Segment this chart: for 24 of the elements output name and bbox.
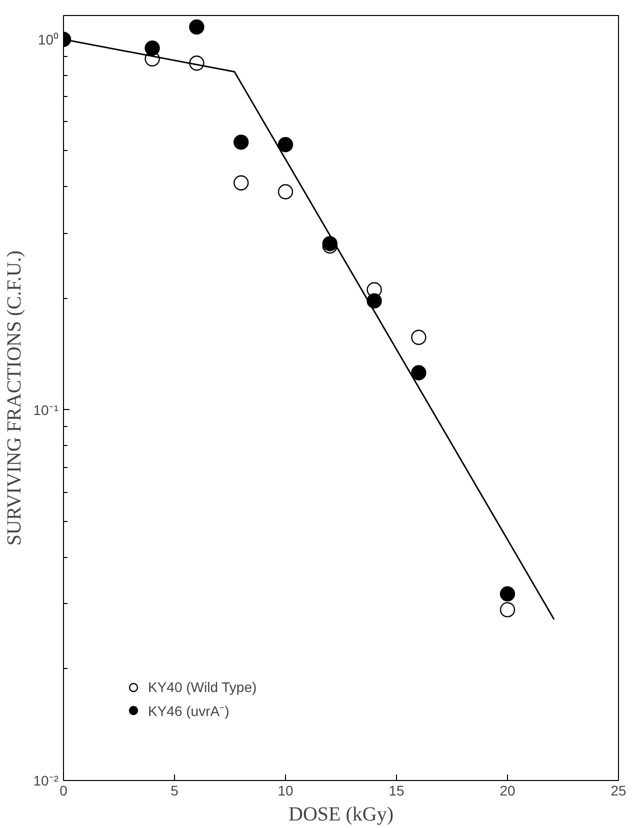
- x-tick-label: 0: [60, 782, 68, 798]
- point: [500, 602, 516, 618]
- x-tick-label: 5: [170, 782, 179, 798]
- legend-label: KY46 (uvrA⁻): [148, 702, 230, 720]
- x-axis-title: DOSE (kGy): [288, 804, 394, 826]
- point: [411, 330, 426, 345]
- point: [189, 19, 204, 35]
- point: [500, 586, 516, 602]
- point: [144, 40, 160, 56]
- point: [366, 293, 382, 308]
- x-tick-label: 15: [388, 782, 404, 798]
- x-tick-label: 10: [278, 782, 294, 798]
- y-tick-label: 10⁻¹: [33, 402, 59, 418]
- y-axis-title: SURVIVING FRACTIONS (C.F.U.): [3, 250, 26, 546]
- point: [234, 175, 249, 190]
- point: [234, 134, 249, 150]
- point: [278, 137, 294, 152]
- x-tick-label: 25: [610, 782, 626, 798]
- x-tick-label: 20: [500, 782, 516, 798]
- y-tick-label: 10⁻²: [33, 772, 59, 788]
- y-tick-label: 10⁰: [38, 31, 59, 48]
- point: [278, 184, 294, 200]
- point: [411, 365, 426, 380]
- legend-label: KY40 (Wild Type): [148, 679, 257, 695]
